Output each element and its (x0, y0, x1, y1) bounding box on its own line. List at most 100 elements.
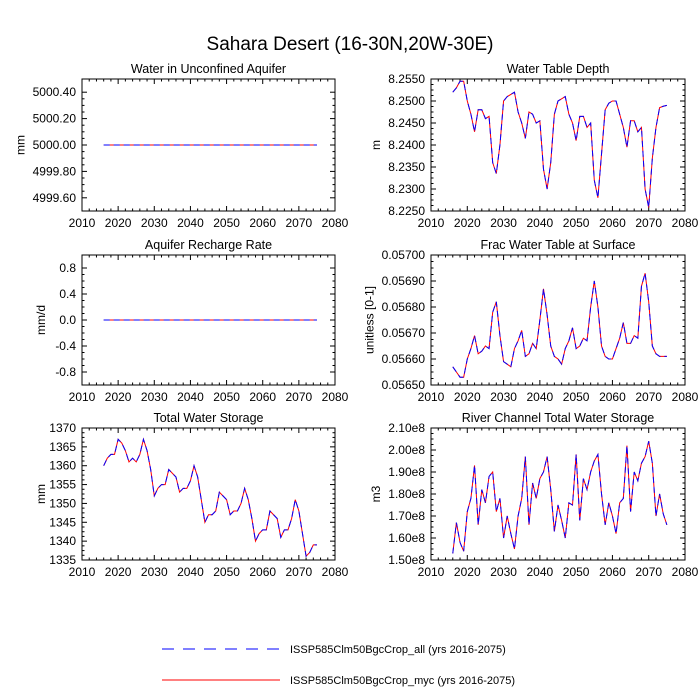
x-tick-label: 2010 (69, 390, 96, 404)
x-tick-label: 2050 (563, 216, 590, 230)
panel-title: Frac Water Table at Surface (481, 238, 636, 252)
y-tick-label: 8.2300 (388, 182, 425, 196)
x-tick-label: 2080 (322, 216, 349, 230)
x-tick-label: 2060 (249, 390, 276, 404)
y-axis-label: m3 (369, 485, 383, 502)
x-tick-label: 2080 (672, 216, 699, 230)
y-tick-label: 5000.20 (33, 112, 77, 126)
x-tick-label: 2040 (527, 216, 554, 230)
chart-panels: Water in Unconfined Aquifer 2010 2020 2030 2… (13, 62, 698, 579)
x-tick-label: 2070 (635, 565, 662, 579)
x-tick-label: 2070 (286, 565, 313, 579)
y-tick-label: 1355 (49, 478, 76, 492)
y-tick-label: 0.05700 (382, 248, 426, 262)
y-tick-label: 1.80e8 (388, 487, 425, 501)
legend-label-myc: ISSP585Clm50BgcCrop_myc (yrs 2016-2075) (290, 675, 515, 687)
chart-panel: Water Table Depth 2010 2020 2030 2040 2050 206… (369, 62, 698, 230)
x-tick-label: 2060 (599, 216, 626, 230)
x-tick-label: 2040 (527, 390, 554, 404)
x-tick-label: 2020 (105, 390, 132, 404)
panel-title: Total Water Storage (153, 411, 263, 425)
x-tick-label: 2020 (105, 565, 132, 579)
y-tick-label: -0.8 (55, 365, 76, 379)
y-axis-label: mm (34, 484, 48, 504)
x-tick-label: 2030 (141, 390, 168, 404)
y-axis-label: m (369, 140, 383, 150)
y-tick-label: 8.2400 (388, 138, 425, 152)
legend-label-all: ISSP585Clm50BgcCrop_all (yrs 2016-2075) (290, 644, 506, 656)
panel-title: Water Table Depth (507, 62, 610, 76)
x-tick-label: 2050 (213, 390, 240, 404)
x-tick-label: 2010 (418, 565, 445, 579)
y-tick-label: 1.60e8 (388, 531, 425, 545)
x-tick-label: 2030 (490, 390, 517, 404)
x-tick-label: 2080 (672, 390, 699, 404)
y-tick-label: 8.2250 (388, 204, 425, 218)
y-tick-label: 2.00e8 (388, 443, 425, 457)
y-tick-label: 0.05650 (382, 378, 426, 392)
x-tick-label: 2030 (141, 565, 168, 579)
series-line-all (452, 80, 667, 208)
series-line-myc (103, 437, 317, 558)
y-tick-label: 0.05690 (382, 274, 426, 288)
y-axis-label: mm (13, 135, 27, 155)
x-tick-label: 2070 (286, 216, 313, 230)
y-tick-label: 1365 (49, 440, 76, 454)
legend: ISSP585Clm50BgcCrop_all (yrs 2016-2075) … (162, 644, 515, 687)
chart-panel: Aquifer Recharge Rate 2010 2020 2030 2040 205… (34, 238, 349, 404)
x-tick-label: 2060 (599, 565, 626, 579)
plot-frame (430, 78, 686, 212)
x-tick-label: 2040 (527, 565, 554, 579)
x-tick-label: 2020 (454, 216, 481, 230)
y-tick-label: 4999.60 (33, 191, 77, 205)
x-tick-label: 2070 (635, 216, 662, 230)
chart-panel: Water in Unconfined Aquifer 2010 2020 2030 2… (13, 62, 348, 230)
y-tick-label: 0.4 (59, 287, 76, 301)
panel-title: Aquifer Recharge Rate (145, 238, 272, 252)
x-tick-label: 2070 (635, 390, 662, 404)
page-title: Sahara Desert (16-30N,20W-30E) (207, 34, 494, 55)
y-tick-label: 4999.80 (33, 164, 77, 178)
x-tick-label: 2030 (490, 216, 517, 230)
y-tick-label: 0.05680 (382, 300, 426, 314)
y-tick-label: 0.8 (59, 261, 76, 275)
y-tick-label: 1345 (49, 515, 76, 529)
y-tick-label: 0.0 (59, 313, 76, 327)
y-tick-label: 1340 (49, 534, 76, 548)
y-axis-label: unitless [0-1] (362, 286, 376, 354)
y-axis-label: mm/d (34, 305, 48, 335)
x-tick-label: 2050 (213, 565, 240, 579)
x-tick-label: 2030 (490, 565, 517, 579)
x-tick-label: 2060 (599, 390, 626, 404)
x-tick-label: 2010 (418, 390, 445, 404)
y-tick-label: 8.2350 (388, 160, 425, 174)
x-tick-label: 2060 (249, 565, 276, 579)
y-tick-label: 1.70e8 (388, 509, 425, 523)
y-tick-label: 1.50e8 (388, 553, 425, 567)
y-tick-label: -0.4 (55, 339, 76, 353)
x-tick-label: 2060 (249, 216, 276, 230)
y-tick-label: 0.05670 (382, 326, 426, 340)
x-tick-label: 2080 (672, 565, 699, 579)
y-tick-label: 5000.40 (33, 85, 77, 99)
panel-title: River Channel Total Water Storage (462, 411, 655, 425)
plot-frame (81, 427, 336, 561)
series-line-myc (452, 441, 668, 554)
series-line-all (103, 437, 317, 558)
x-tick-label: 2050 (563, 565, 590, 579)
x-tick-label: 2020 (105, 216, 132, 230)
x-tick-label: 2050 (213, 216, 240, 230)
series-line-all (452, 273, 667, 378)
series-line-all (452, 441, 668, 554)
y-tick-label: 0.05660 (382, 352, 426, 366)
y-tick-label: 5000.00 (33, 138, 77, 152)
x-tick-label: 2080 (322, 565, 349, 579)
x-tick-label: 2010 (418, 216, 445, 230)
plot-frame (430, 254, 686, 386)
panel-title: Water in Unconfined Aquifer (131, 62, 286, 76)
x-tick-label: 2020 (454, 565, 481, 579)
y-tick-label: 1360 (49, 459, 76, 473)
x-tick-label: 2020 (454, 390, 481, 404)
y-tick-label: 8.2550 (388, 72, 425, 86)
